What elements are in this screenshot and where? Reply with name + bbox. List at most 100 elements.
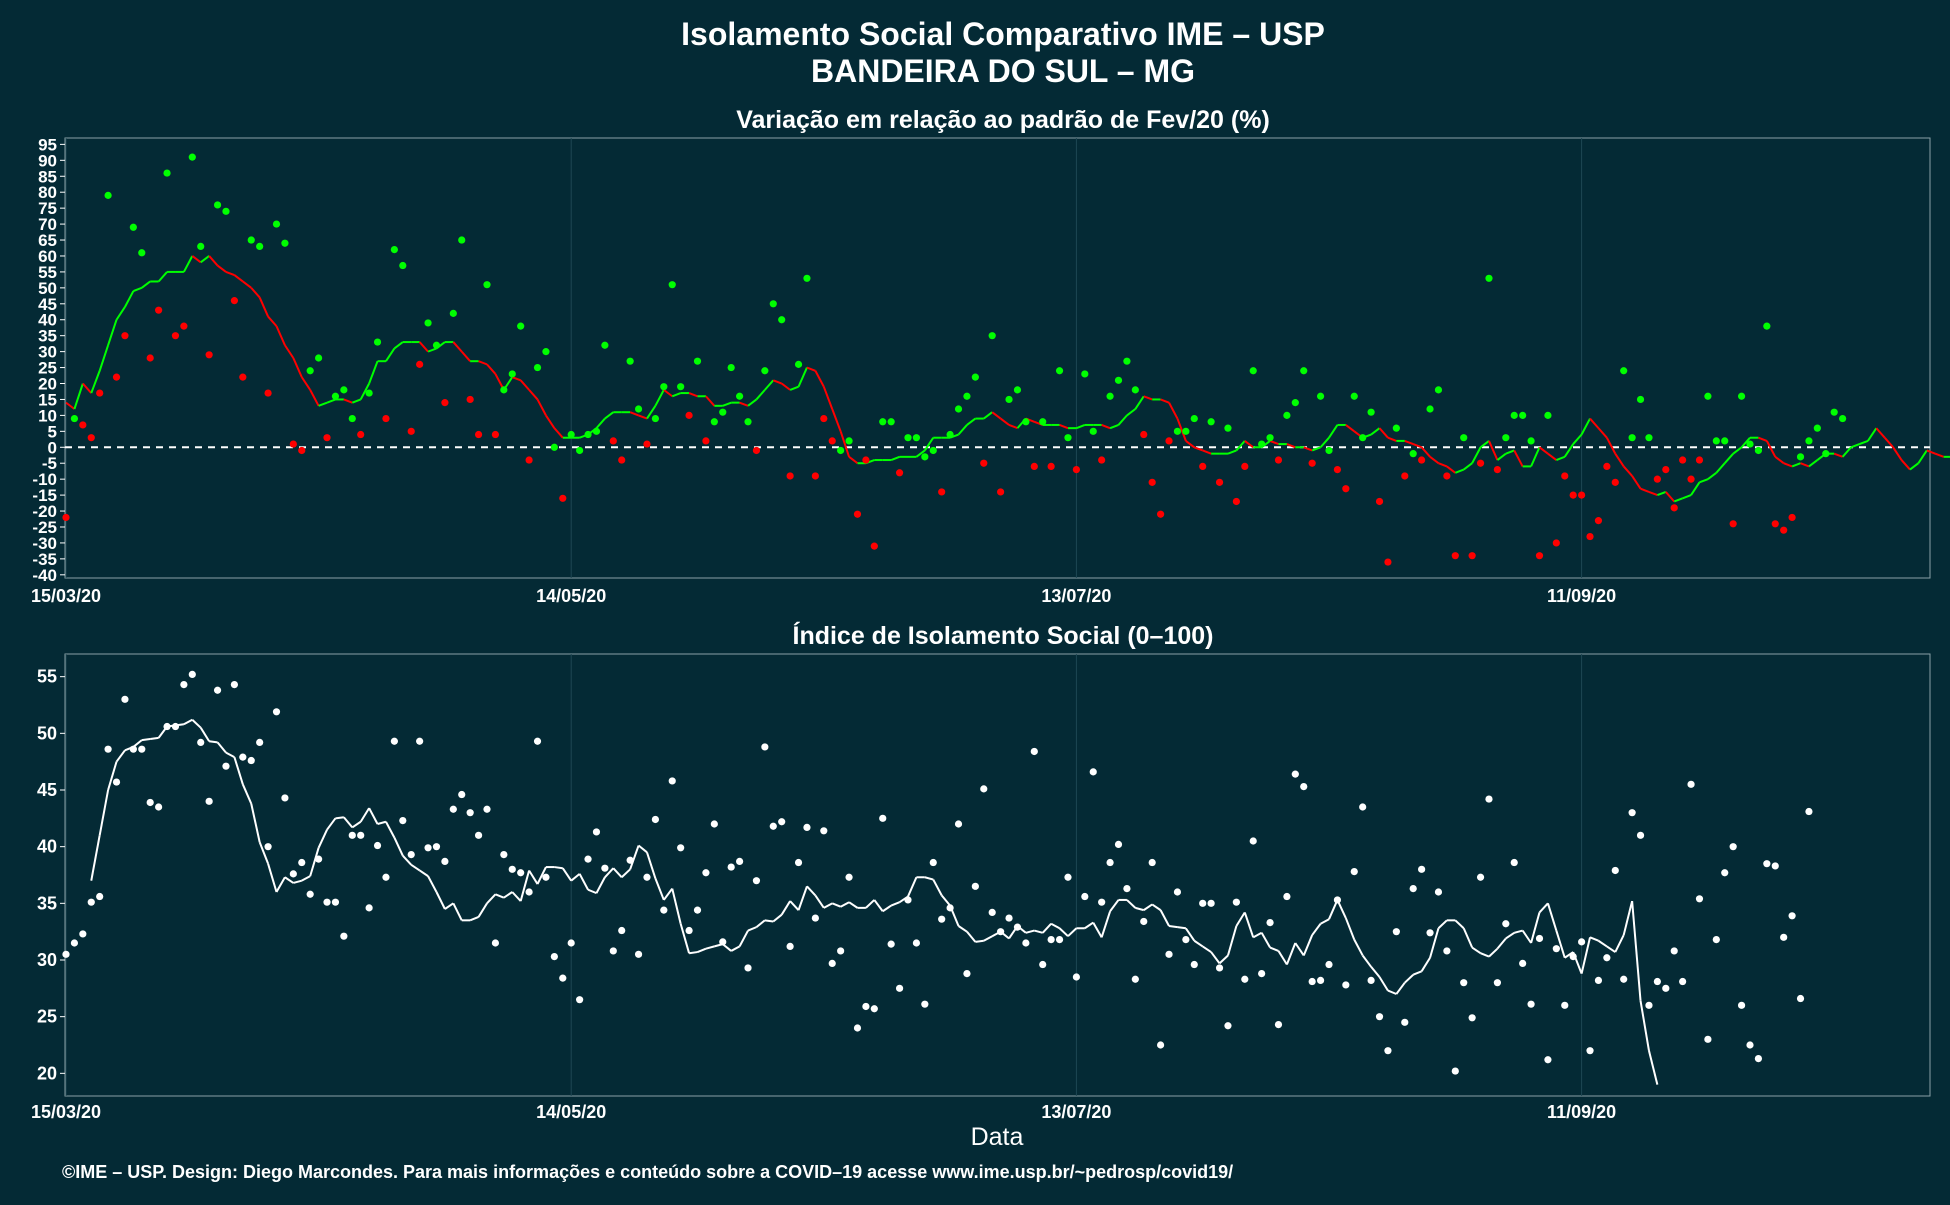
bottom-point [879, 814, 887, 822]
top-point [70, 414, 79, 423]
bottom-point [1586, 1047, 1594, 1055]
top-point [500, 386, 508, 394]
top-ma-segment [1808, 459, 1818, 468]
top-ma-segment [1841, 446, 1852, 458]
top-point [786, 472, 794, 480]
bottom-point [1030, 747, 1038, 756]
top-point [1258, 440, 1266, 448]
top-point [1274, 456, 1283, 464]
bottom-point [1645, 1001, 1653, 1009]
top-ma-segment [511, 376, 522, 382]
bottom-ma-segment [907, 876, 918, 897]
top-ma-segment [284, 344, 295, 359]
footer-credits: ©IME – USP. Design: Diego Marcondes. Par… [62, 1162, 1233, 1182]
top-ma-segment [1429, 456, 1440, 465]
top-ma-segment [107, 319, 118, 346]
top-point [1620, 367, 1628, 375]
bottom-point [1788, 912, 1796, 920]
top-ma-segment [629, 411, 639, 417]
bottom-ma-segment [780, 900, 791, 916]
bottom-point [247, 756, 255, 765]
top-ma-segment [1699, 478, 1709, 484]
top-point [1157, 510, 1165, 518]
top-ma-segment [157, 271, 168, 283]
top-point [1645, 434, 1653, 442]
top-ma-segment [318, 401, 328, 407]
bottom-point [1653, 977, 1661, 986]
top-point [1190, 414, 1198, 423]
top-point [1729, 520, 1737, 528]
top-point [1291, 399, 1299, 407]
bottom-point [222, 762, 230, 770]
bottom-point [171, 722, 180, 731]
top-point [1839, 414, 1847, 423]
bottom-ma-segment [343, 816, 354, 829]
bottom-ma-segment [1277, 950, 1288, 966]
top-ma-segment [351, 398, 362, 404]
bottom-point [1359, 803, 1367, 811]
top-ma-segment [797, 367, 808, 388]
bottom-ma-segment [284, 876, 294, 884]
bottom-ma-segment [1361, 954, 1372, 968]
bottom-point [752, 877, 761, 885]
top-ma-segment [225, 270, 235, 277]
bottom-ma-segment [1614, 934, 1625, 953]
top-ma-segment [242, 280, 252, 289]
bottom-point [281, 794, 289, 802]
chart-title-line1: Isolamento Social Comparativo IME – USP [681, 16, 1325, 52]
bottom-ma-segment [1135, 906, 1145, 912]
bottom-point [112, 778, 121, 786]
top-point [1813, 424, 1821, 432]
top-y-tick-label: 25 [38, 359, 57, 378]
bottom-ma-segment [528, 869, 539, 885]
top-point [1367, 408, 1375, 416]
top-y-tick-label: 50 [38, 279, 57, 298]
top-point [929, 446, 937, 455]
bottom-ma-segment [1252, 931, 1263, 939]
bottom-ma-segment [1597, 939, 1608, 948]
top-ma-segment [385, 347, 396, 362]
top-ma-segment [1572, 433, 1583, 445]
bottom-point [1333, 896, 1342, 904]
top-ma-segment [1345, 424, 1355, 433]
top-ma-segment [1479, 440, 1490, 449]
top-point [171, 332, 180, 340]
top-ma-segment [1783, 462, 1793, 468]
bottom-point [365, 904, 373, 912]
top-point [407, 427, 415, 435]
bottom-point [954, 820, 963, 828]
top-ma-segment [1420, 446, 1431, 458]
top-ma-segment [1605, 437, 1617, 455]
bottom-point [971, 882, 979, 890]
top-point [129, 223, 137, 231]
top-point [1384, 558, 1392, 566]
bottom-point [213, 686, 222, 694]
x-axis-label: Data [971, 1123, 1024, 1151]
top-point [1232, 497, 1240, 506]
top-ma-segment [141, 280, 151, 289]
top-ma-segment [1765, 440, 1777, 458]
top-point [963, 392, 971, 400]
top-point [1342, 485, 1350, 493]
top-ma-segment [1370, 427, 1381, 436]
top-ma-segment [1926, 449, 1936, 455]
top-ma-segment [1303, 446, 1313, 452]
top-point [601, 341, 609, 349]
top-point [1687, 475, 1695, 483]
bottom-ma-segment [629, 845, 640, 870]
bottom-x-tick-label: 13/07/20 [1041, 1102, 1111, 1122]
bottom-point [719, 938, 727, 946]
top-ma-segment [545, 414, 556, 429]
bottom-point [1409, 885, 1417, 893]
bottom-ma-segment [789, 900, 800, 911]
bottom-panel: 15/03/20 14/05/20 13/07/20 11/09/20 20 25 30 35… [31, 653, 1931, 1122]
bottom-point [1039, 960, 1047, 969]
bottom-point [1687, 780, 1695, 788]
bottom-point [163, 722, 171, 731]
top-ma-segment [393, 341, 404, 350]
bottom-ma-segment [1521, 929, 1532, 944]
bottom-ma-segment [377, 820, 387, 825]
top-point [837, 446, 845, 455]
bottom-point [87, 898, 95, 906]
top-point [458, 236, 466, 244]
